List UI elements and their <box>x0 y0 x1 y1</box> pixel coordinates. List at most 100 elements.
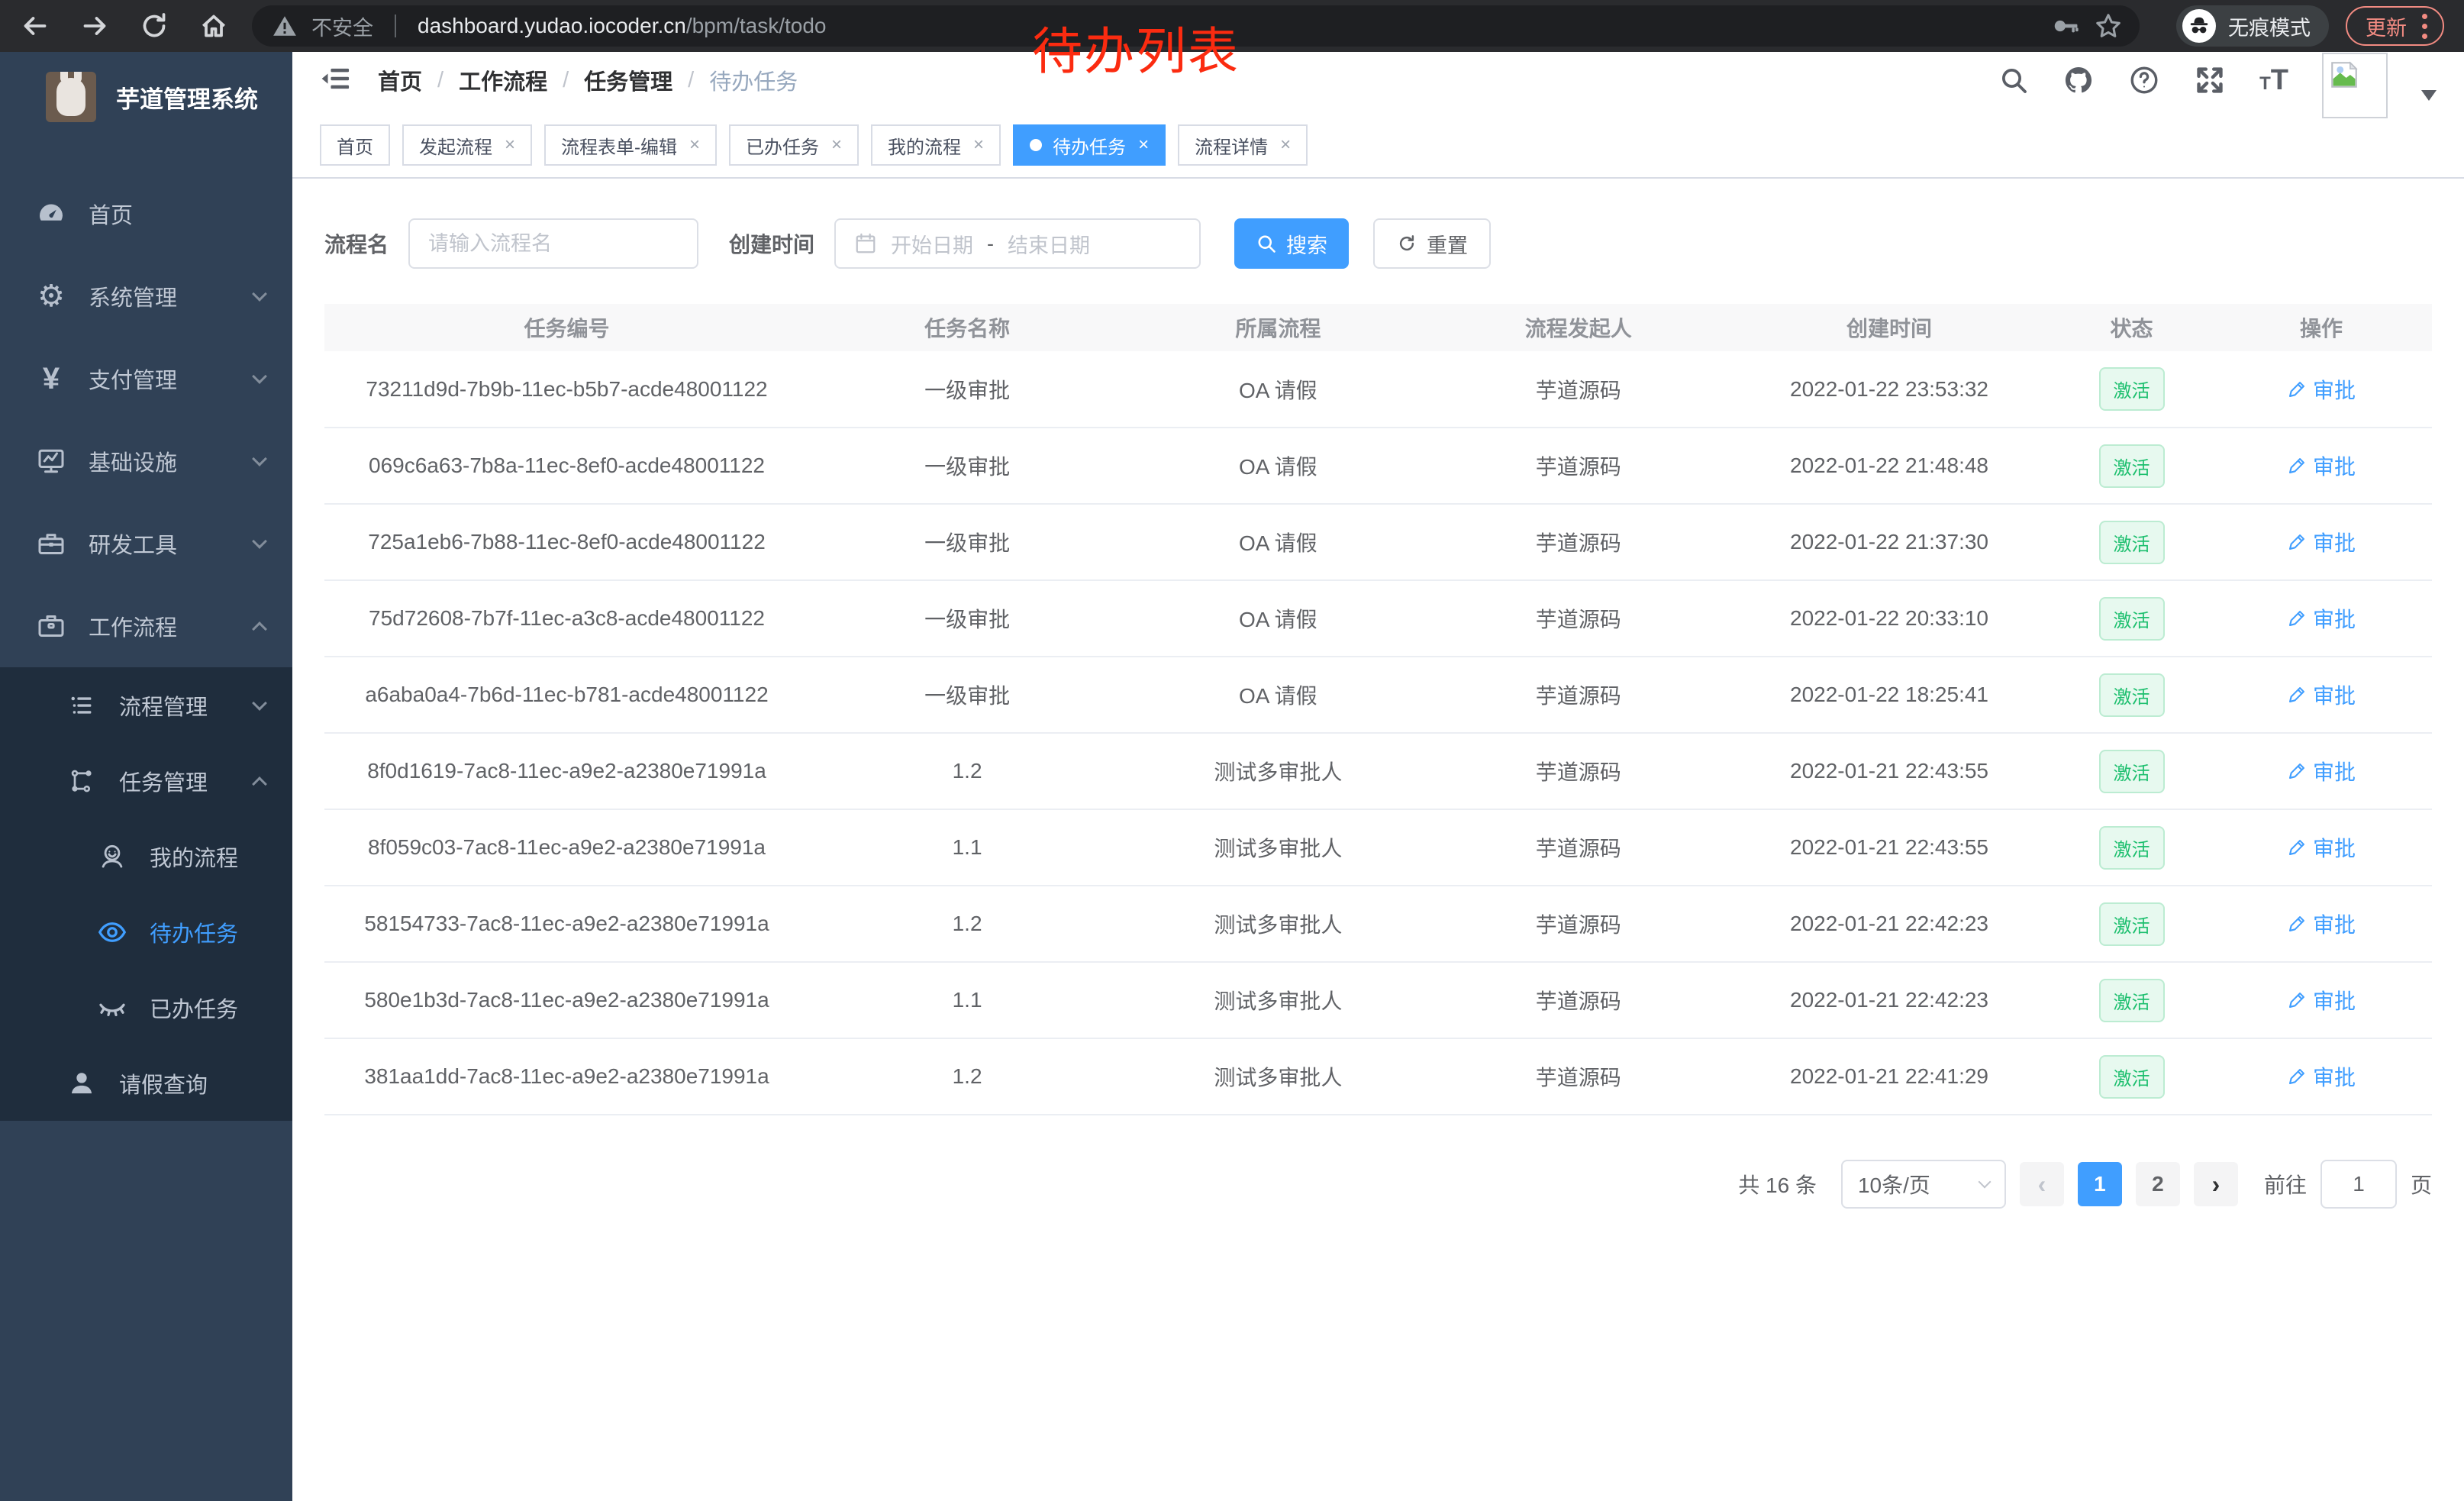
action-cell: 审批 <box>2211 580 2432 657</box>
update-label: 更新 <box>2366 16 2407 40</box>
user-avatar[interactable] <box>2322 53 2388 118</box>
tab-1[interactable]: 发起流程 × <box>402 124 533 166</box>
approve-link[interactable]: 审批 <box>2287 985 2356 1015</box>
tab-3[interactable]: 已办任务 × <box>729 124 859 166</box>
approve-link[interactable]: 审批 <box>2287 832 2356 863</box>
created-time-cell: 2022-01-22 18:25:41 <box>1726 657 2053 734</box>
tab-close-icon[interactable]: × <box>1138 134 1150 155</box>
help-icon[interactable] <box>2128 64 2160 96</box>
tab-close-icon[interactable]: × <box>689 134 701 155</box>
tab-close-icon[interactable]: × <box>505 134 516 155</box>
created-time-cell: 2022-01-22 21:37:30 <box>1726 504 2053 581</box>
approve-link[interactable]: 审批 <box>2287 450 2356 481</box>
tab-0[interactable]: 首页 <box>320 124 390 166</box>
created-time-cell: 2022-01-22 21:48:48 <box>1726 428 2053 505</box>
not-secure-warning-icon[interactable] <box>272 13 298 39</box>
sidebar-item-3[interactable]: 基础设施 <box>0 420 292 502</box>
tab-close-icon[interactable]: × <box>973 134 985 155</box>
bookmark-star-icon[interactable] <box>2094 11 2123 40</box>
task-name-cell: 1.2 <box>809 1038 1126 1115</box>
page-button-2[interactable]: 2 <box>2135 1162 2180 1206</box>
incognito-label: 无痕模式 <box>2228 16 2311 40</box>
goto-page-input[interactable] <box>2320 1160 2397 1209</box>
sidebar-item-8[interactable]: 我的流程 <box>0 818 292 894</box>
approve-link[interactable]: 审批 <box>2287 909 2356 939</box>
page-button-1[interactable]: 1 <box>2077 1162 2122 1206</box>
browser-menu-icon[interactable] <box>2417 13 2432 39</box>
created-time-cell: 2022-01-21 22:43:55 <box>1726 733 2053 810</box>
edit-pencil-icon <box>2289 840 2305 855</box>
action-cell: 审批 <box>2211 657 2432 734</box>
table-row: 73211d9d-7b9b-11ec-b5b7-acde48001122 一级审批… <box>324 351 2432 428</box>
edit-pencil-icon <box>2289 763 2305 779</box>
app-logo-row[interactable]: 芋道管理系统 <box>0 52 292 142</box>
breadcrumb-home[interactable]: 首页 <box>378 70 423 95</box>
sidebar-item-label: 任务管理 <box>119 770 208 796</box>
browser-back-icon[interactable] <box>20 11 50 41</box>
edit-pencil-icon <box>2289 381 2305 397</box>
edit-pencil-icon <box>2289 534 2305 550</box>
status-cell: 激活 <box>2052 428 2211 505</box>
tabs-bar: 首页 发起流程 × 流程表单-编辑 × 已办任务 × 我的流程 × 待办任务 × 流程详情 × <box>292 108 2464 179</box>
password-key-icon[interactable] <box>2051 11 2080 40</box>
tab-close-icon[interactable]: × <box>1280 134 1292 155</box>
sidebar-item-11[interactable]: 请假查询 <box>0 1045 292 1121</box>
sidebar-item-7[interactable]: 任务管理 <box>0 743 292 818</box>
process-cell: 测试多审批人 <box>1125 809 1431 886</box>
sidebar-item-2[interactable]: ¥ 支付管理 <box>0 337 292 420</box>
approve-link[interactable]: 审批 <box>2287 1061 2356 1092</box>
sidebar-item-10[interactable]: 已办任务 <box>0 970 292 1045</box>
browser-forward-icon[interactable] <box>79 11 110 41</box>
sidebar-item-0[interactable]: 首页 <box>0 173 292 255</box>
address-bar[interactable]: 不安全 dashboard.yudao.iocoder.cn/bpm/task/… <box>252 5 2140 47</box>
github-icon[interactable] <box>2062 64 2095 96</box>
sidebar-item-4[interactable]: 研发工具 <box>0 502 292 585</box>
breadcrumb-workflow[interactable]: 工作流程 <box>459 70 548 95</box>
task-id-cell: 73211d9d-7b9b-11ec-b5b7-acde48001122 <box>324 351 810 428</box>
breadcrumb-task-mgmt[interactable]: 任务管理 <box>584 70 673 95</box>
status-badge: 激活 <box>2098 520 2165 564</box>
approve-link[interactable]: 审批 <box>2287 756 2356 786</box>
tab-2[interactable]: 流程表单-编辑 × <box>544 124 718 166</box>
approve-link[interactable]: 审批 <box>2287 527 2356 557</box>
browser-update-button[interactable]: 更新 <box>2346 6 2444 46</box>
search-button[interactable]: 搜索 <box>1234 218 1350 269</box>
approve-link-label: 审批 <box>2313 455 2356 479</box>
header-search-icon[interactable] <box>1998 65 2029 95</box>
sidebar-item-5[interactable]: 工作流程 <box>0 585 292 667</box>
next-page-button[interactable]: › <box>2193 1162 2238 1206</box>
tab-label: 发起流程 <box>419 137 492 158</box>
process-name-input[interactable] <box>408 218 699 269</box>
tab-4[interactable]: 我的流程 × <box>871 124 1001 166</box>
browser-home-icon[interactable] <box>198 11 229 41</box>
task-name-cell: 1.2 <box>809 886 1126 963</box>
approve-link[interactable]: 审批 <box>2287 374 2356 405</box>
tab-5[interactable]: 待办任务 × <box>1013 124 1166 166</box>
page-size-select[interactable]: 10条/页 <box>1840 1160 2006 1209</box>
sidebar-item-1[interactable]: ⚙ 系统管理 <box>0 255 292 337</box>
sidebar-item-9[interactable]: 待办任务 <box>0 894 292 970</box>
browser-reload-icon[interactable] <box>139 11 169 41</box>
fullscreen-icon[interactable] <box>2194 64 2226 96</box>
approve-link-label: 审批 <box>2313 684 2356 708</box>
tab-6[interactable]: 流程详情 × <box>1178 124 1308 166</box>
action-cell: 审批 <box>2211 351 2432 428</box>
avatar-dropdown-caret[interactable] <box>2421 90 2437 101</box>
approve-link-label: 审批 <box>2313 837 2356 860</box>
task-name-cell: 一级审批 <box>809 428 1126 505</box>
tab-label: 我的流程 <box>888 137 962 158</box>
prev-page-button[interactable]: ‹ <box>2019 1162 2064 1206</box>
date-range-input[interactable]: 开始日期 - 结束日期 <box>834 218 1201 269</box>
sidebar-item-6[interactable]: 流程管理 <box>0 667 292 743</box>
action-cell: 审批 <box>2211 886 2432 963</box>
status-badge: 激活 <box>2098 444 2165 488</box>
tab-close-icon[interactable]: × <box>831 134 843 155</box>
reset-button[interactable]: 重置 <box>1373 218 1492 269</box>
approve-link[interactable]: 审批 <box>2287 679 2356 710</box>
action-cell: 审批 <box>2211 1038 2432 1115</box>
approve-link-label: 审批 <box>2313 608 2356 631</box>
approve-link[interactable]: 审批 <box>2287 603 2356 634</box>
hamburger-icon[interactable] <box>320 63 352 98</box>
